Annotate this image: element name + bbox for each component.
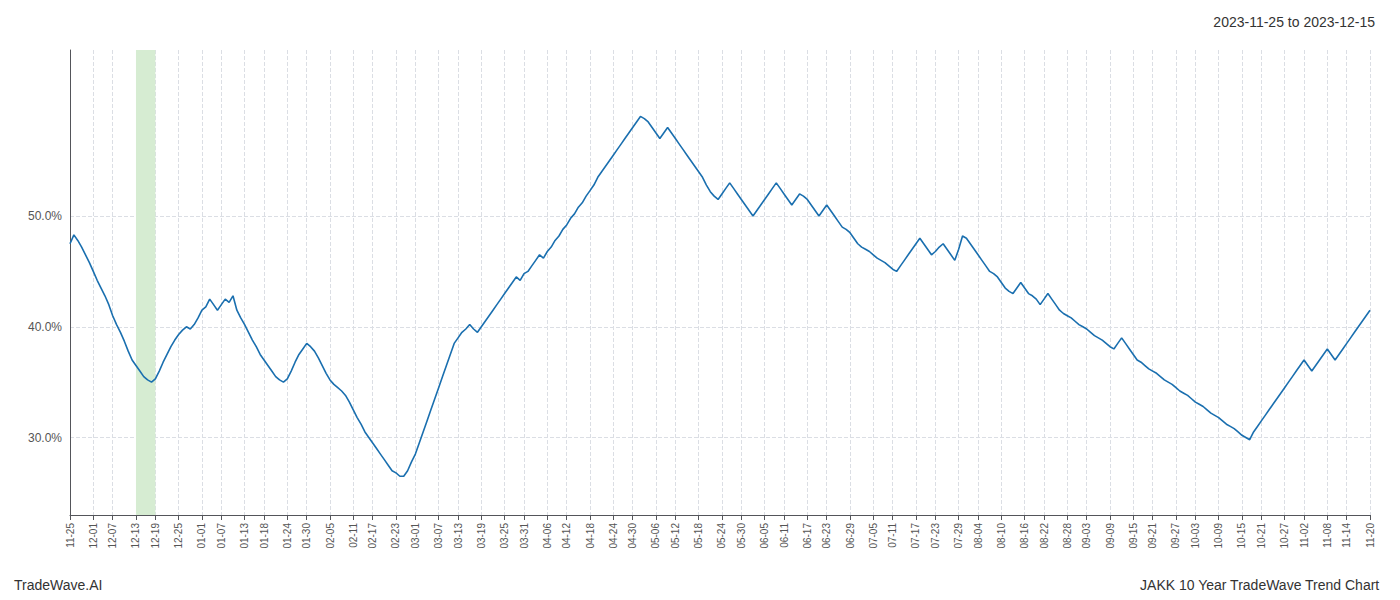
svg-text:05-18: 05-18 (693, 523, 704, 549)
svg-text:07-23: 07-23 (930, 523, 941, 549)
svg-text:05-24: 05-24 (716, 523, 727, 549)
svg-text:04-24: 04-24 (608, 523, 619, 549)
svg-text:12-19: 12-19 (150, 523, 161, 549)
svg-text:06-23: 06-23 (821, 523, 832, 549)
svg-text:03-01: 03-01 (410, 523, 421, 549)
svg-text:06-17: 06-17 (802, 523, 813, 549)
svg-text:10-27: 10-27 (1279, 523, 1290, 549)
svg-text:10-03: 10-03 (1190, 523, 1201, 549)
svg-text:05-30: 05-30 (736, 523, 747, 549)
svg-text:JAKK 10 Year TradeWave Trend C: JAKK 10 Year TradeWave Trend Chart (1140, 577, 1379, 593)
svg-text:09-27: 09-27 (1170, 523, 1181, 549)
svg-text:02-05: 02-05 (325, 523, 336, 549)
svg-text:2023-11-25 to 2023-12-15: 2023-11-25 to 2023-12-15 (1213, 14, 1375, 30)
svg-text:30.0%: 30.0% (28, 431, 62, 445)
svg-text:04-18: 04-18 (585, 523, 596, 549)
svg-text:03-19: 03-19 (476, 523, 487, 549)
svg-text:07-05: 07-05 (868, 523, 879, 549)
svg-text:40.0%: 40.0% (28, 320, 62, 334)
svg-text:07-17: 07-17 (910, 523, 921, 549)
svg-text:10-09: 10-09 (1213, 523, 1224, 549)
svg-text:06-29: 06-29 (845, 523, 856, 549)
svg-text:04-06: 04-06 (542, 523, 553, 549)
svg-text:12-13: 12-13 (130, 523, 141, 549)
svg-text:11-25: 11-25 (65, 523, 76, 548)
svg-text:09-21: 09-21 (1147, 523, 1158, 549)
svg-text:08-10: 08-10 (996, 523, 1007, 549)
svg-text:05-12: 05-12 (670, 523, 681, 549)
svg-text:01-30: 01-30 (301, 523, 312, 549)
svg-text:01-07: 01-07 (216, 523, 227, 549)
svg-text:12-07: 12-07 (107, 523, 118, 549)
svg-text:07-11: 07-11 (887, 523, 898, 548)
svg-text:01-18: 01-18 (259, 523, 270, 549)
svg-text:09-09: 09-09 (1105, 523, 1116, 549)
svg-text:04-30: 04-30 (627, 523, 638, 549)
svg-text:11-14: 11-14 (1341, 523, 1352, 548)
svg-text:10-21: 10-21 (1256, 523, 1267, 549)
svg-text:11-08: 11-08 (1322, 523, 1333, 548)
svg-text:TradeWave.AI: TradeWave.AI (14, 577, 102, 593)
svg-text:08-16: 08-16 (1019, 523, 1030, 549)
svg-text:08-22: 08-22 (1039, 523, 1050, 549)
svg-text:50.0%: 50.0% (28, 209, 62, 223)
svg-text:03-31: 03-31 (519, 523, 530, 549)
svg-text:02-11: 02-11 (348, 523, 359, 548)
svg-text:09-03: 09-03 (1081, 523, 1092, 549)
svg-text:10-15: 10-15 (1236, 523, 1247, 549)
svg-text:07-29: 07-29 (953, 523, 964, 549)
svg-text:11-02: 11-02 (1299, 523, 1310, 548)
svg-text:02-17: 02-17 (367, 523, 378, 549)
svg-text:06-05: 06-05 (759, 523, 770, 549)
svg-text:03-25: 03-25 (499, 523, 510, 549)
svg-text:08-04: 08-04 (973, 523, 984, 549)
svg-text:01-01: 01-01 (196, 523, 207, 549)
svg-text:06-11: 06-11 (779, 523, 790, 548)
svg-text:04-12: 04-12 (561, 523, 572, 549)
svg-text:09-15: 09-15 (1128, 523, 1139, 549)
svg-text:05-06: 05-06 (650, 523, 661, 549)
svg-text:12-01: 12-01 (88, 523, 99, 549)
svg-text:03-07: 03-07 (433, 523, 444, 549)
svg-text:02-23: 02-23 (390, 523, 401, 549)
svg-text:08-28: 08-28 (1062, 523, 1073, 549)
svg-text:01-24: 01-24 (282, 523, 293, 549)
svg-text:12-25: 12-25 (173, 523, 184, 549)
svg-text:03-13: 03-13 (453, 523, 464, 549)
svg-text:01-13: 01-13 (239, 523, 250, 549)
svg-text:11-20: 11-20 (1365, 523, 1376, 548)
